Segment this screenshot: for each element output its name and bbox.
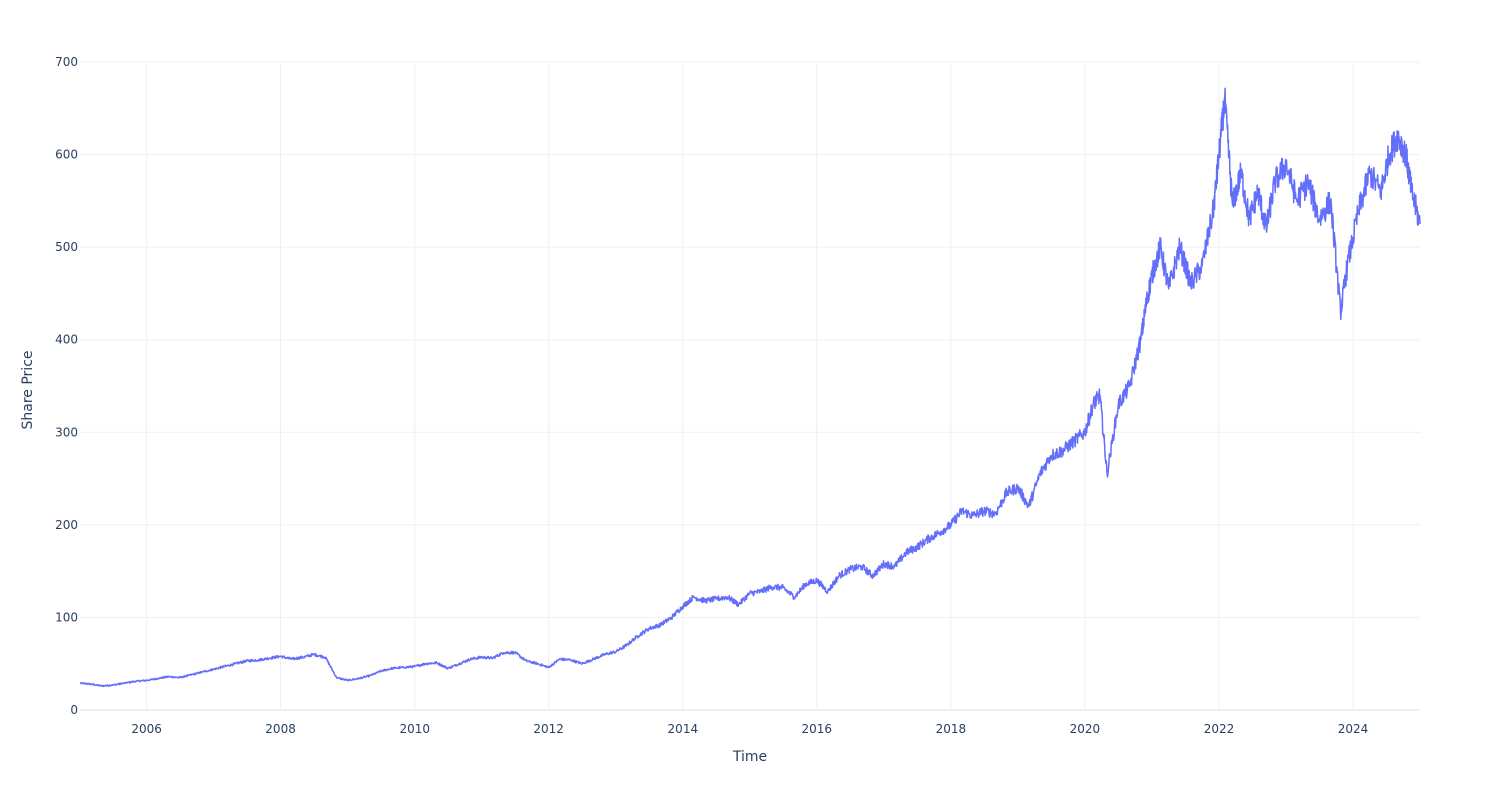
x-tick-label: 2018 <box>936 722 967 736</box>
y-tick-label: 400 <box>55 333 78 347</box>
x-tick-label: 2022 <box>1204 722 1235 736</box>
y-tick-label: 100 <box>55 610 78 624</box>
y-tick-label: 200 <box>55 518 78 532</box>
y-tick-label: 700 <box>55 55 78 69</box>
series-layer <box>79 87 1421 688</box>
x-axis-ticks: 2006 2008 2010 2012 2014 2016 2018 2020 2022 2024 <box>131 722 1368 736</box>
x-tick-label: 2016 <box>802 722 833 736</box>
x-tick-label: 2012 <box>533 722 564 736</box>
plot-area <box>79 61 1421 711</box>
y-tick-label: 500 <box>55 240 78 254</box>
x-tick-label: 2020 <box>1070 722 1101 736</box>
y-gridlines <box>80 61 1420 711</box>
x-tick-label: 2010 <box>399 722 430 736</box>
series-line <box>79 87 1421 688</box>
y-axis-ticks: 0 100 200 300 400 500 600 700 <box>55 55 78 717</box>
x-gridlines <box>146 62 1354 710</box>
y-tick-label: 0 <box>70 703 78 717</box>
x-axis-title: Time <box>732 749 767 765</box>
y-tick-label: 300 <box>55 425 78 439</box>
y-axis-title: Share Price <box>20 350 36 429</box>
x-tick-label: 2006 <box>131 722 162 736</box>
y-tick-label: 600 <box>55 148 78 162</box>
x-tick-label: 2008 <box>265 722 296 736</box>
x-tick-label: 2024 <box>1338 722 1369 736</box>
x-tick-label: 2014 <box>668 722 699 736</box>
